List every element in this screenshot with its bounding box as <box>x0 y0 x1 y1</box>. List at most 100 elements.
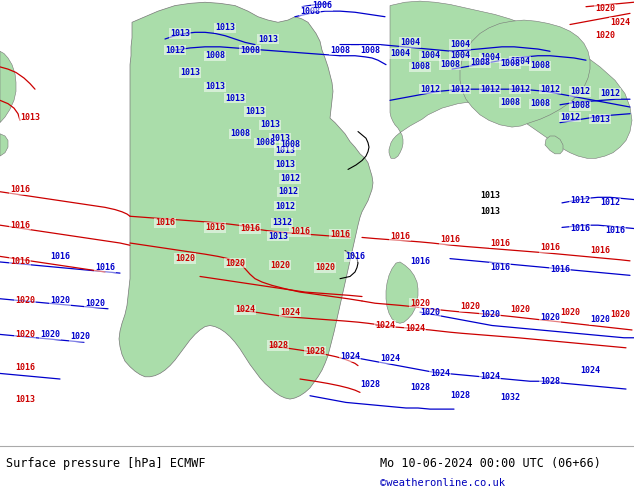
Text: 1024: 1024 <box>480 372 500 381</box>
Text: 1020: 1020 <box>85 299 105 308</box>
Text: 1006: 1006 <box>312 1 332 10</box>
Text: 1028: 1028 <box>305 346 325 356</box>
Text: 1020: 1020 <box>560 308 580 317</box>
Text: 1012: 1012 <box>165 46 185 55</box>
Text: 1020: 1020 <box>15 330 35 339</box>
Text: 1004: 1004 <box>450 40 470 49</box>
Text: 1004: 1004 <box>400 38 420 47</box>
Text: 1020: 1020 <box>315 263 335 272</box>
Text: 1016: 1016 <box>570 224 590 233</box>
Text: 1008: 1008 <box>255 138 275 147</box>
Text: 1008: 1008 <box>440 60 460 69</box>
Text: 1012: 1012 <box>570 87 590 96</box>
Text: 1013: 1013 <box>258 34 278 44</box>
Text: 1020: 1020 <box>460 302 480 311</box>
Text: 1008: 1008 <box>410 62 430 72</box>
Text: 1008: 1008 <box>530 99 550 108</box>
Text: 1016: 1016 <box>50 252 70 261</box>
Text: 1016: 1016 <box>345 252 365 261</box>
Text: 1020: 1020 <box>510 305 530 315</box>
Text: 1016: 1016 <box>550 265 570 274</box>
Text: 1012: 1012 <box>280 174 300 183</box>
Text: 1012: 1012 <box>570 196 590 205</box>
Text: 1008: 1008 <box>500 98 520 107</box>
Text: 1024: 1024 <box>280 308 300 317</box>
Text: Surface pressure [hPa] ECMWF: Surface pressure [hPa] ECMWF <box>6 457 206 469</box>
Text: 1016: 1016 <box>540 243 560 252</box>
Text: 1012: 1012 <box>450 85 470 94</box>
Text: 1020: 1020 <box>590 316 610 324</box>
Text: 1013: 1013 <box>15 394 35 404</box>
Text: 1020: 1020 <box>480 310 500 319</box>
Text: 1020: 1020 <box>40 330 60 339</box>
Text: 1020: 1020 <box>595 4 615 13</box>
Text: 1013: 1013 <box>215 24 235 32</box>
Text: 1008: 1008 <box>470 58 490 67</box>
Text: 1004: 1004 <box>450 51 470 60</box>
Text: 1012: 1012 <box>278 187 298 196</box>
Text: 1012: 1012 <box>560 113 580 122</box>
Text: 1013: 1013 <box>270 134 290 143</box>
Text: 1012: 1012 <box>600 198 620 207</box>
Text: 1028: 1028 <box>360 380 380 389</box>
Text: 1013: 1013 <box>590 115 610 124</box>
Text: 1016: 1016 <box>95 263 115 272</box>
Text: 1024: 1024 <box>405 324 425 333</box>
Text: 1024: 1024 <box>430 369 450 378</box>
Text: 1016: 1016 <box>440 235 460 244</box>
Polygon shape <box>460 20 590 127</box>
Text: 1020: 1020 <box>410 299 430 308</box>
Polygon shape <box>0 51 16 122</box>
Text: 1013: 1013 <box>275 146 295 155</box>
Text: 1008: 1008 <box>300 7 320 16</box>
Text: 1008: 1008 <box>360 46 380 55</box>
Text: 1012: 1012 <box>275 202 295 211</box>
Text: 1013: 1013 <box>245 107 265 116</box>
Text: 1016: 1016 <box>240 224 260 233</box>
Text: 1013: 1013 <box>260 121 280 129</box>
Text: 1016: 1016 <box>205 223 225 232</box>
Text: 1020: 1020 <box>225 259 245 268</box>
Text: 1008: 1008 <box>280 141 300 149</box>
Text: 1016: 1016 <box>390 232 410 241</box>
Polygon shape <box>389 1 632 158</box>
Text: 1020: 1020 <box>610 310 630 319</box>
Text: 1013: 1013 <box>170 29 190 38</box>
Text: 1028: 1028 <box>410 384 430 392</box>
Text: 1024: 1024 <box>235 305 255 315</box>
Text: 1020: 1020 <box>15 296 35 305</box>
Text: 1020: 1020 <box>420 308 440 317</box>
Text: 1008: 1008 <box>500 59 520 68</box>
Text: 1012: 1012 <box>510 85 530 94</box>
Text: 1024: 1024 <box>580 366 600 374</box>
Text: 1016: 1016 <box>10 220 30 230</box>
Text: 1013: 1013 <box>205 82 225 92</box>
Text: 1012: 1012 <box>420 85 440 94</box>
Text: 1016: 1016 <box>290 227 310 236</box>
Text: 1008: 1008 <box>240 46 260 55</box>
Text: 1013: 1013 <box>480 191 500 199</box>
Text: 1012: 1012 <box>480 85 500 94</box>
Text: 1020: 1020 <box>70 332 90 341</box>
Polygon shape <box>545 136 563 154</box>
Text: 1024: 1024 <box>610 18 630 27</box>
Text: Mo 10-06-2024 00:00 UTC (06+66): Mo 10-06-2024 00:00 UTC (06+66) <box>380 457 601 469</box>
Text: 1016: 1016 <box>15 364 35 372</box>
Polygon shape <box>0 134 8 156</box>
Text: 1020: 1020 <box>595 31 615 40</box>
Text: 1008: 1008 <box>530 61 550 70</box>
Text: 1016: 1016 <box>490 239 510 247</box>
Text: 1024: 1024 <box>375 321 395 330</box>
Text: 1013: 1013 <box>275 161 295 170</box>
Text: 1020: 1020 <box>270 261 290 270</box>
Text: 1004: 1004 <box>480 53 500 62</box>
Text: 1020: 1020 <box>540 313 560 322</box>
Text: ©weatheronline.co.uk: ©weatheronline.co.uk <box>380 478 505 488</box>
Text: 1013: 1013 <box>180 68 200 77</box>
Text: 1016: 1016 <box>410 257 430 267</box>
Text: 1012: 1012 <box>600 89 620 98</box>
Text: 1013: 1013 <box>480 207 500 216</box>
Text: 1008: 1008 <box>570 101 590 110</box>
Text: 1004: 1004 <box>390 49 410 58</box>
Text: 1028: 1028 <box>450 391 470 400</box>
